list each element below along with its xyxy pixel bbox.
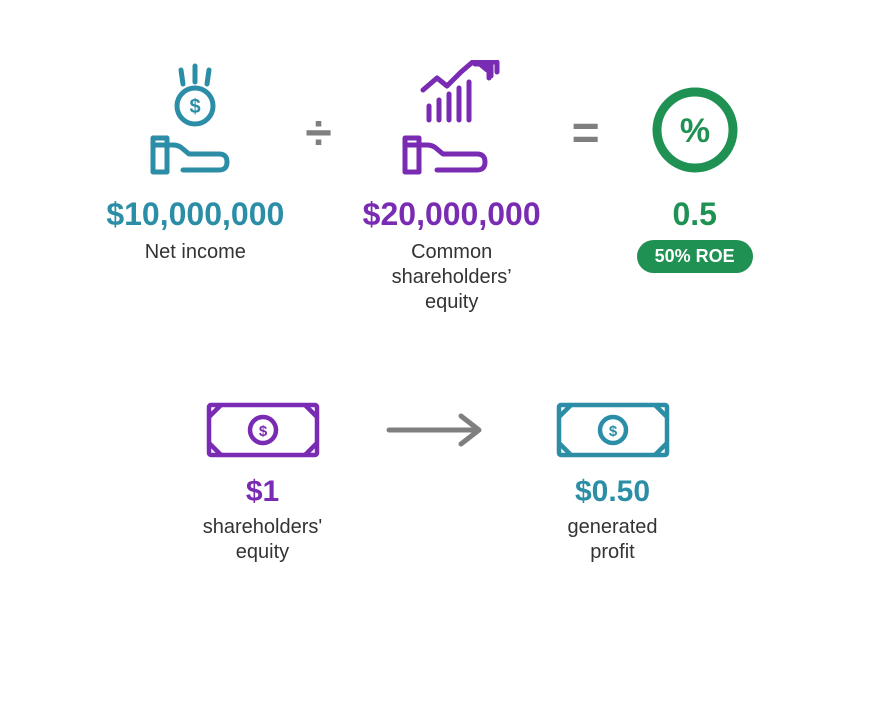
- formula-row: $ $10,000,000 Net income ÷: [70, 60, 805, 315]
- percent-circle-icon: %: [645, 60, 745, 180]
- banknote-icon: $: [203, 395, 323, 465]
- result-value: 0.5: [672, 198, 716, 230]
- equity-value: $20,000,000: [363, 198, 541, 230]
- svg-text:$: $: [190, 96, 201, 118]
- net-income-label: Net income: [145, 240, 246, 265]
- explanation-row: $ $1 shareholders' equity: [70, 395, 805, 565]
- net-income-block: $ $10,000,000 Net income: [105, 60, 285, 265]
- svg-text:%: %: [680, 112, 710, 150]
- hand-dollar-coin-icon: $: [135, 60, 255, 180]
- divide-operator: ÷: [305, 110, 331, 158]
- hand-chart-up-icon: [387, 60, 517, 180]
- equity-label: Common shareholders’ equity: [392, 240, 512, 315]
- banknote-icon: $: [553, 395, 673, 465]
- result-block: % 0.5 50% ROE: [620, 60, 770, 273]
- equity-per-dollar-label: shareholders' equity: [203, 515, 322, 565]
- equals-operator: =: [572, 110, 600, 158]
- generated-profit-value: $0.50: [575, 477, 650, 507]
- generated-profit-block: $ $0.50 generated profit: [523, 395, 703, 565]
- generated-profit-label: generated profit: [567, 515, 657, 565]
- net-income-value: $10,000,000: [106, 198, 284, 230]
- svg-text:$: $: [258, 423, 267, 440]
- equity-per-dollar-block: $ $1 shareholders' equity: [173, 395, 353, 565]
- arrow-right-icon: [383, 395, 493, 465]
- equity-per-dollar-value: $1: [246, 477, 279, 507]
- svg-text:$: $: [608, 423, 617, 440]
- equity-block: $20,000,000 Common shareholders’ equity: [352, 60, 552, 315]
- roe-pill: 50% ROE: [637, 240, 753, 273]
